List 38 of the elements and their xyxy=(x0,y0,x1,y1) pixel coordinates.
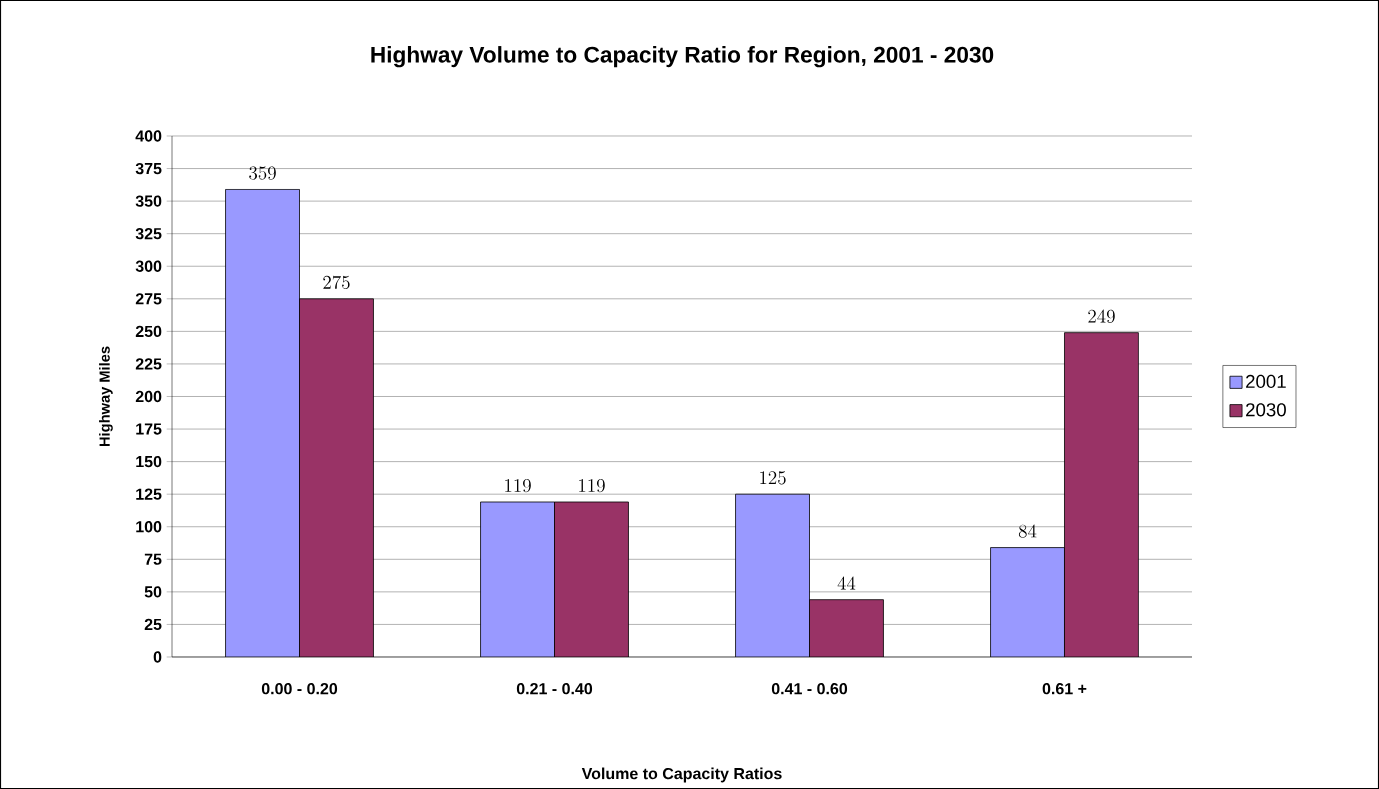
chart-title: Highway Volume to Capacity Ratio for Region, 2001 - 2030 xyxy=(371,46,994,68)
y-tick-label: 300 xyxy=(135,260,162,272)
data-label: 125 xyxy=(760,471,786,485)
y-tick-label: 100 xyxy=(136,521,162,533)
legend-label: 2001 xyxy=(1246,374,1286,389)
y-tick-label: 275 xyxy=(135,293,162,305)
y-tick-label: 150 xyxy=(136,455,162,468)
data-label: 119 xyxy=(579,479,605,493)
y-tick-label: 325 xyxy=(135,228,162,240)
data-label: 44 xyxy=(837,576,856,590)
x-axis-title: Volume to Capacity Ratios xyxy=(581,767,782,783)
bar xyxy=(554,501,629,657)
y-tick-label: 50 xyxy=(144,586,162,598)
y-tick-label: 125 xyxy=(136,488,162,500)
bar xyxy=(299,298,374,657)
x-tick-label: 0.61 + xyxy=(1042,683,1087,695)
x-tick-label: 0.41 - 0.60 xyxy=(771,683,848,695)
bar xyxy=(1064,332,1139,657)
y-tick-label: 250 xyxy=(135,325,162,338)
y-tick-label: 200 xyxy=(135,390,162,403)
data-label: 84 xyxy=(1018,524,1037,538)
legend-label: 2030 xyxy=(1246,403,1286,417)
y-tick-label: 75 xyxy=(144,553,162,565)
y-tick-label: 350 xyxy=(135,195,162,207)
y-axis-title: Highway Miles xyxy=(99,346,113,447)
x-tick-label: 0.21 - 0.40 xyxy=(516,683,593,695)
y-tick-label: 400 xyxy=(135,130,162,142)
y-tick-label: 175 xyxy=(136,423,162,435)
y-tick-label: 225 xyxy=(135,358,162,370)
y-tick-label: 25 xyxy=(144,618,162,631)
x-tick-label: 0.00 - 0.20 xyxy=(261,683,338,695)
data-label: 249 xyxy=(1088,309,1115,323)
data-label: 275 xyxy=(323,275,350,290)
data-label: 359 xyxy=(249,166,276,180)
bar xyxy=(809,599,884,657)
y-tick-label: 0 xyxy=(153,651,162,663)
y-tick-label: 375 xyxy=(135,162,162,175)
data-label: 119 xyxy=(505,479,531,493)
